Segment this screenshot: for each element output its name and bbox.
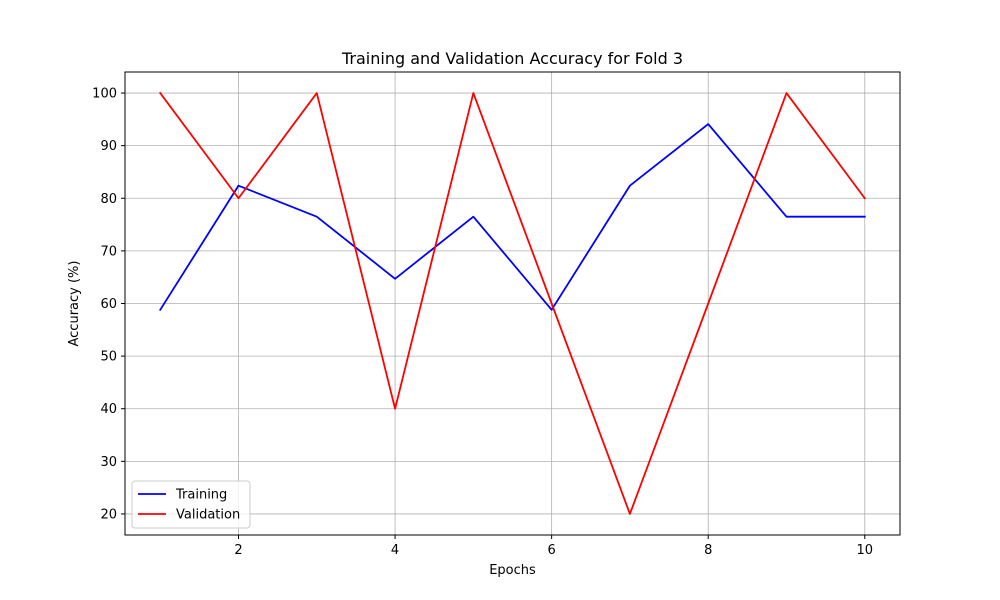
y-tick-label: 60 bbox=[100, 297, 117, 312]
series-line-validation bbox=[158, 91, 867, 515]
x-tick-label: 10 bbox=[856, 543, 873, 558]
y-tick-label: 50 bbox=[100, 350, 117, 365]
y-tick-label: 20 bbox=[100, 507, 117, 522]
y-tick-label: 80 bbox=[100, 192, 117, 207]
y-tick-label: 30 bbox=[100, 455, 117, 470]
chart-title: Training and Validation Accuracy for Fol… bbox=[341, 49, 683, 68]
y-tick-label: 70 bbox=[100, 244, 117, 259]
y-tick-label: 40 bbox=[100, 402, 117, 417]
y-axis-label: Accuracy (%) bbox=[67, 261, 82, 347]
legend-box bbox=[131, 480, 251, 529]
legend-label-validation: Validation bbox=[176, 508, 240, 523]
series-lines bbox=[158, 91, 867, 515]
series-line-training bbox=[158, 123, 866, 312]
legend-label-training: Training bbox=[175, 488, 227, 503]
y-tick-label: 100 bbox=[92, 87, 117, 102]
legend: Training Validation bbox=[131, 480, 251, 529]
y-tick-label: 90 bbox=[100, 139, 117, 154]
x-axis-label: Epochs bbox=[489, 563, 536, 578]
axis-ticks: 2 4 6 8 10 20 30 40 50 60 70 80 90 100 bbox=[92, 87, 873, 558]
x-tick-label: 2 bbox=[234, 543, 242, 558]
x-tick-label: 8 bbox=[704, 543, 712, 558]
x-tick-label: 6 bbox=[548, 543, 556, 558]
x-tick-label: 4 bbox=[391, 543, 399, 558]
